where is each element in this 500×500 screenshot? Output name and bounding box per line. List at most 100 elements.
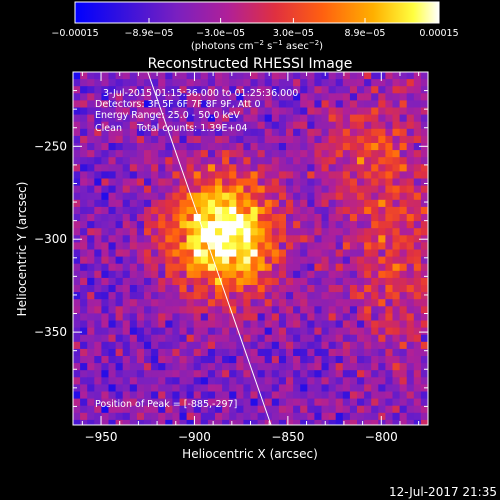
heatmap-cell [278, 370, 287, 378]
heatmap-cell [357, 157, 365, 165]
heatmap-cell [129, 370, 138, 378]
heatmap-cell [271, 277, 280, 286]
heatmap-cell [314, 398, 323, 407]
heatmap-cell [342, 419, 351, 425]
heatmap-cell [257, 277, 266, 286]
heatmap-cell [399, 249, 408, 258]
heatmap-cell [229, 221, 237, 229]
heatmap-cell [271, 86, 280, 94]
heatmap-cell [122, 228, 131, 236]
heatmap-cell [328, 221, 337, 229]
heatmap-cell [392, 377, 401, 385]
heatmap-cell [378, 299, 386, 307]
annotation-detectors: Detectors: 3F 5F 6F 7F 8F 9F, Att 0 [95, 99, 261, 110]
heatmap-cell [108, 327, 117, 336]
heatmap-cell [349, 214, 358, 222]
heatmap-cell [271, 327, 280, 336]
heatmap-cell [186, 334, 195, 343]
heatmap-cell [420, 370, 428, 378]
heatmap-cell [328, 86, 337, 94]
heatmap-cell [300, 249, 308, 258]
heatmap-cell [335, 363, 344, 371]
heatmap-cell [186, 327, 195, 336]
heatmap-cell [172, 391, 181, 400]
heatmap-cell [179, 79, 188, 87]
heatmap-cell [243, 79, 252, 87]
heatmap-cell [307, 348, 315, 357]
heatmap-cell [406, 199, 415, 208]
heatmap-cell [115, 157, 124, 165]
heatmap-cell [200, 171, 209, 180]
heatmap-cell [136, 157, 145, 165]
heatmap-cell [87, 128, 95, 137]
heatmap-cell [122, 327, 131, 336]
heatmap-cell [115, 150, 124, 158]
heatmap-cell [80, 93, 88, 101]
heatmap-cell [87, 306, 95, 314]
heatmap-cell [229, 235, 237, 243]
heatmap-cell [413, 242, 422, 251]
heatmap-cell [80, 128, 88, 137]
heatmap-cell [413, 128, 422, 137]
colorbar-tick-label: −8.9e−05 [125, 28, 174, 39]
heatmap-cell [144, 114, 152, 123]
heatmap-cell [420, 299, 428, 307]
heatmap-cell [101, 206, 110, 215]
heatmap-cell [406, 121, 415, 130]
heatmap-cell [413, 391, 422, 400]
heatmap-cell [165, 199, 173, 208]
heatmap-cell [179, 405, 188, 414]
heatmap-cell [264, 405, 273, 414]
heatmap-cell [264, 185, 273, 194]
heatmap-cell [357, 72, 365, 80]
heatmap-cell [271, 79, 280, 87]
heatmap-cell [300, 285, 308, 293]
heatmap-cell [144, 79, 152, 87]
heatmap-cell [73, 405, 81, 414]
heatmap-cell [80, 114, 88, 123]
heatmap-cell [158, 263, 166, 272]
heatmap-cell [307, 327, 315, 336]
heatmap-cell [250, 199, 259, 208]
heatmap-cell [271, 348, 280, 357]
heatmap-cell [286, 199, 294, 208]
heatmap-cell [307, 270, 315, 279]
heatmap-cell [378, 192, 386, 201]
heatmap-cell [328, 356, 337, 364]
heatmap-cell [392, 363, 401, 371]
heatmap-cell [136, 412, 145, 421]
heatmap-cell [207, 270, 216, 279]
heatmap-cell [257, 391, 266, 400]
heatmap-cell [200, 292, 209, 300]
heatmap-cell [406, 391, 415, 400]
heatmap-cell [293, 164, 301, 172]
heatmap-cell [144, 185, 152, 194]
heatmap-cell [122, 100, 131, 109]
heatmap-cell [151, 370, 159, 378]
heatmap-cell [357, 256, 365, 265]
heatmap-cell [399, 171, 408, 180]
heatmap-cell [94, 270, 102, 279]
heatmap-cell [399, 93, 408, 101]
heatmap-cell [420, 135, 428, 144]
heatmap-cell [371, 100, 379, 109]
heatmap-cell [200, 377, 209, 385]
heatmap-cell [80, 79, 88, 87]
heatmap-cell [87, 79, 95, 87]
heatmap-cell [222, 370, 230, 378]
heatmap-cell [193, 384, 202, 393]
heatmap-cell [158, 412, 166, 421]
heatmap-cell [264, 285, 273, 293]
heatmap-cell [222, 334, 230, 343]
heatmap-cell [172, 228, 181, 236]
heatmap-cell [364, 121, 372, 130]
heatmap-cell [392, 192, 401, 201]
heatmap-cell [406, 370, 415, 378]
heatmap-cell [278, 249, 287, 258]
heatmap-cell [200, 221, 209, 229]
heatmap-cell [129, 192, 138, 201]
heatmap-cell [200, 348, 209, 357]
heatmap-cell [278, 356, 287, 364]
heatmap-cell [307, 405, 315, 414]
heatmap-cell [385, 100, 394, 109]
